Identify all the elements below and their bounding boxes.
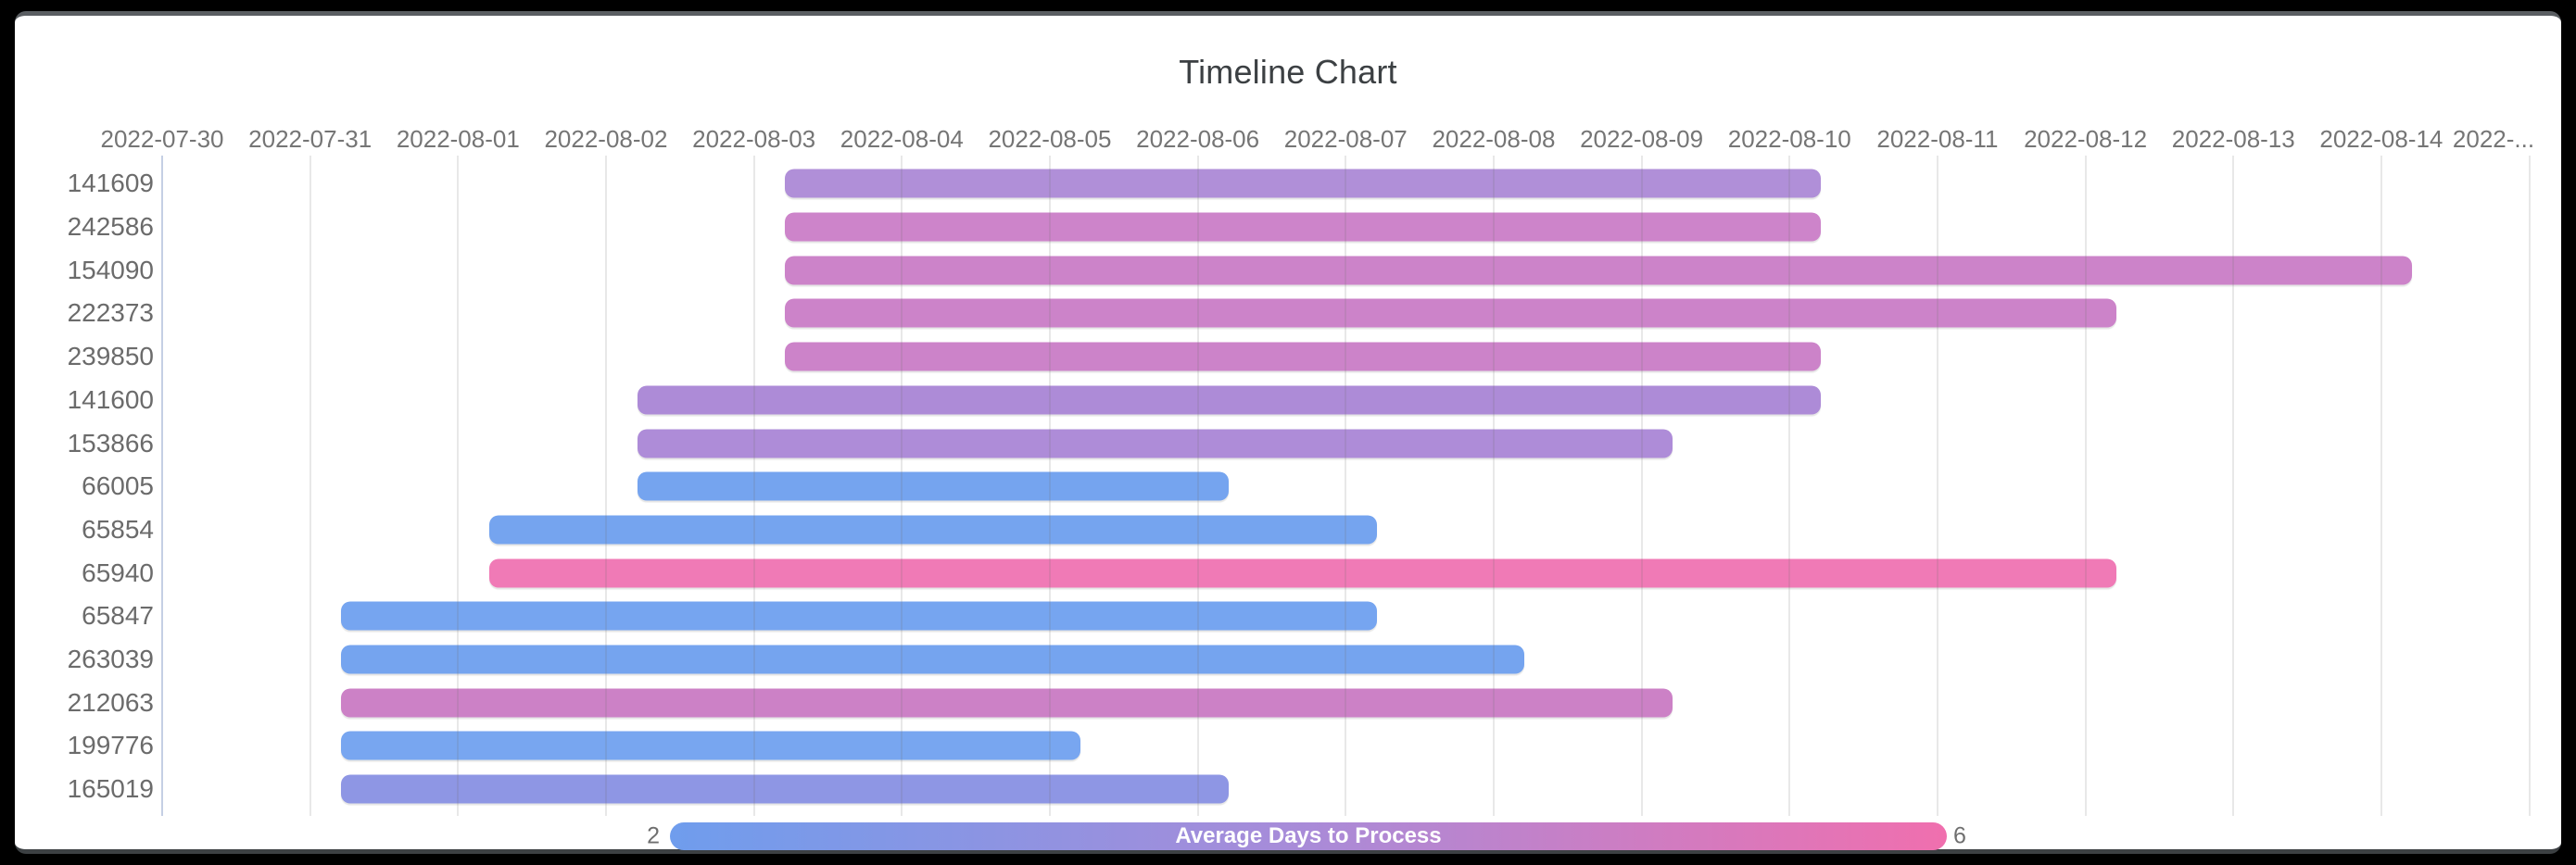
timeline-bar[interactable] xyxy=(785,298,2117,328)
y-axis-label: 154090 xyxy=(67,255,154,284)
gridline xyxy=(2084,156,2087,816)
y-axis-label: 165019 xyxy=(67,774,154,804)
y-axis-label: 141600 xyxy=(67,384,154,414)
x-axis-tick-label: 2022-08-07 xyxy=(1283,125,1408,153)
timeline-bar[interactable] xyxy=(488,558,2117,588)
timeline-bar[interactable] xyxy=(637,429,1673,458)
x-axis-tick-label: 2022-08-10 xyxy=(1727,125,1851,153)
x-axis-tick-label: 2022-08-02 xyxy=(544,125,668,153)
x-axis-tick-label: 2022-08-04 xyxy=(840,125,964,153)
y-axis-label: 65940 xyxy=(82,558,154,587)
timeline-bar[interactable] xyxy=(341,774,1230,804)
timeline-bar[interactable] xyxy=(341,688,1673,718)
gridline xyxy=(1492,156,1495,816)
gridline xyxy=(2380,156,2382,816)
gridline xyxy=(1048,156,1051,816)
gridline xyxy=(1788,156,1791,816)
gridline xyxy=(604,156,607,816)
timeline-bar[interactable] xyxy=(785,212,1821,242)
y-axis-label: 153866 xyxy=(67,428,154,458)
x-axis-tick-label: 2022-08-01 xyxy=(396,125,520,153)
legend-gradient-bar: Average Days to Process xyxy=(670,822,1947,850)
chart-panel: Timeline Chart 2022-07-30 2022-07-31 2022-… xyxy=(15,11,2561,854)
gridline xyxy=(901,156,903,816)
x-axis-tick-label: 2022-08-12 xyxy=(2024,125,2148,153)
gridline xyxy=(1640,156,1643,816)
gridline xyxy=(752,156,755,816)
timeline-bar[interactable] xyxy=(785,256,2413,285)
legend-max-label: 6 xyxy=(1953,822,1966,849)
gridline xyxy=(2528,156,2531,816)
gridline xyxy=(1345,156,1347,816)
x-axis-tick-label: 2022-08-09 xyxy=(1580,125,1704,153)
y-axis-label: 65847 xyxy=(82,601,154,631)
x-axis-tick-label: 2022-08-08 xyxy=(1432,125,1556,153)
timeline-bar[interactable] xyxy=(341,645,1525,674)
y-axis-label: 212063 xyxy=(67,687,154,717)
legend-title: Average Days to Process xyxy=(1175,823,1442,848)
y-axis-label: 199776 xyxy=(67,731,154,760)
x-axis-tick-label: 2022-08-11 xyxy=(1876,125,1999,153)
timeline-bar[interactable] xyxy=(341,601,1377,631)
timeline-bar[interactable] xyxy=(637,385,1821,415)
y-axis-label: 66005 xyxy=(82,471,154,501)
x-axis-tick-label: 2022-07-31 xyxy=(248,125,373,153)
y-axis-label: 65854 xyxy=(82,514,154,544)
y-axis-label: 222373 xyxy=(67,298,154,328)
legend-min-label: 2 xyxy=(647,822,660,849)
timeline-bar[interactable] xyxy=(341,731,1081,760)
x-axis-tick-label: 2022-08-06 xyxy=(1136,125,1260,153)
y-axis-label: 263039 xyxy=(67,645,154,673)
gridline xyxy=(2232,156,2235,816)
y-axis-label: 242586 xyxy=(67,212,154,241)
timeline-bar[interactable] xyxy=(488,515,1377,545)
gridline xyxy=(1196,156,1199,816)
timeline-bar[interactable] xyxy=(637,471,1230,501)
x-axis-tick-label: 2022-08-14 xyxy=(2319,125,2443,153)
timeline-bar[interactable] xyxy=(785,169,1821,198)
y-axis-label: 239850 xyxy=(67,342,154,371)
gridline xyxy=(457,156,460,816)
x-axis-tick-label: 2022-... xyxy=(2452,125,2535,153)
x-axis-tick-label: 2022-08-13 xyxy=(2171,125,2295,153)
x-axis-tick-label: 2022-07-30 xyxy=(100,125,224,153)
timeline-bar[interactable] xyxy=(785,342,1821,371)
chart-title: Timeline Chart xyxy=(1179,53,1397,91)
x-axis-tick-label: 2022-08-03 xyxy=(692,125,816,153)
gridline xyxy=(1936,156,1938,816)
gridline xyxy=(309,156,311,816)
gridline xyxy=(161,156,163,816)
x-axis-tick-label: 2022-08-05 xyxy=(988,125,1112,153)
y-axis-label: 141609 xyxy=(67,169,154,198)
